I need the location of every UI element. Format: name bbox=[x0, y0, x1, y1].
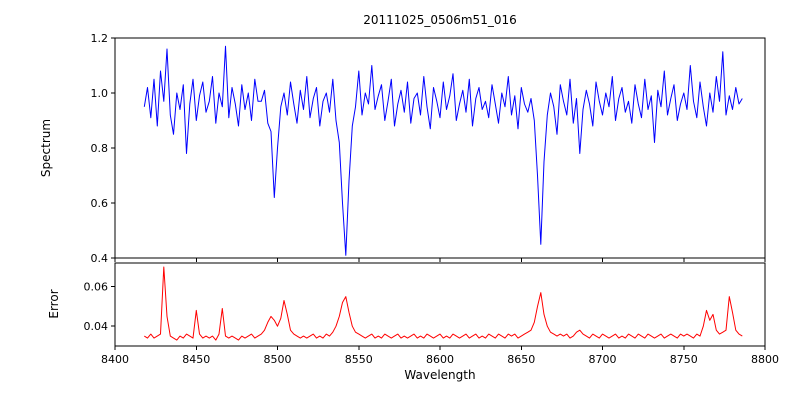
x-tick-label: 8500 bbox=[264, 353, 292, 366]
y-tick-label: 0.8 bbox=[91, 142, 109, 155]
y-tick-label: 0.4 bbox=[91, 252, 109, 265]
x-tick-label: 8750 bbox=[670, 353, 698, 366]
error-frame bbox=[114, 262, 766, 347]
x-tick-label: 8450 bbox=[182, 353, 210, 366]
y-tick-label: 1.0 bbox=[91, 87, 109, 100]
chart-title: 20111025_0506m51_016 bbox=[363, 13, 517, 27]
y-tick-label: 0.06 bbox=[84, 281, 109, 294]
spectrum-frame bbox=[114, 37, 766, 259]
y-tick-label: 1.2 bbox=[91, 32, 109, 45]
x-axis-label: Wavelength bbox=[404, 368, 476, 382]
x-tick-label: 8550 bbox=[345, 353, 373, 366]
x-tick-label: 8700 bbox=[589, 353, 617, 366]
x-tick-label: 8400 bbox=[101, 353, 129, 366]
x-tick-label: 8600 bbox=[426, 353, 454, 366]
x-tick-label: 8800 bbox=[751, 353, 779, 366]
y-tick-label: 0.6 bbox=[91, 197, 109, 210]
x-tick-label: 8650 bbox=[507, 353, 535, 366]
error-line bbox=[144, 266, 743, 341]
y-tick-label: 0.04 bbox=[84, 320, 109, 333]
spectrum-line bbox=[143, 45, 743, 256]
